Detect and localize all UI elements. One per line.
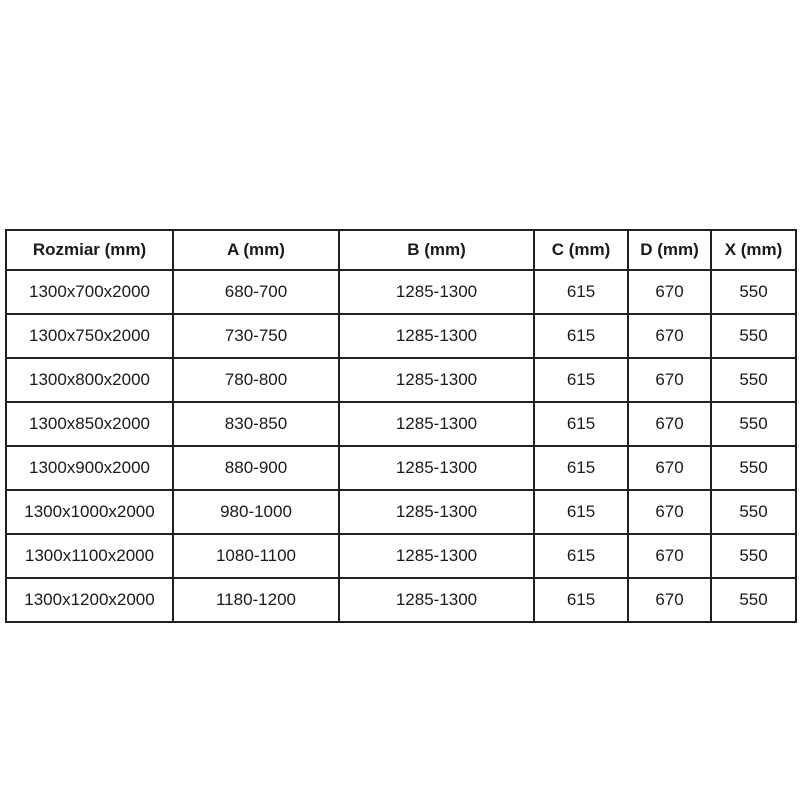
cell-b: 1285-1300 bbox=[338, 313, 535, 359]
cell-b: 1285-1300 bbox=[338, 357, 535, 403]
table-row: 1300x700x2000 680-700 1285-1300 615 670 550 bbox=[5, 269, 797, 315]
cell-d: 670 bbox=[627, 533, 712, 579]
cell-d: 670 bbox=[627, 269, 712, 315]
cell-rozmiar: 1300x1200x2000 bbox=[5, 577, 174, 623]
column-header-a: A (mm) bbox=[172, 229, 340, 271]
cell-x: 550 bbox=[710, 489, 797, 535]
cell-a: 880-900 bbox=[172, 445, 340, 491]
cell-d: 670 bbox=[627, 445, 712, 491]
cell-d: 670 bbox=[627, 357, 712, 403]
cell-c: 615 bbox=[533, 445, 629, 491]
cell-c: 615 bbox=[533, 269, 629, 315]
specification-table-container: Rozmiar (mm) A (mm) B (mm) C (mm) D (mm) X (m… bbox=[5, 229, 797, 623]
cell-rozmiar: 1300x1100x2000 bbox=[5, 533, 174, 579]
cell-b: 1285-1300 bbox=[338, 269, 535, 315]
cell-c: 615 bbox=[533, 533, 629, 579]
cell-b: 1285-1300 bbox=[338, 577, 535, 623]
cell-x: 550 bbox=[710, 357, 797, 403]
table-row: 1300x1100x2000 1080-1100 1285-1300 615 670 55… bbox=[5, 533, 797, 579]
cell-c: 615 bbox=[533, 313, 629, 359]
table-row: 1300x800x2000 780-800 1285-1300 615 670 550 bbox=[5, 357, 797, 403]
cell-d: 670 bbox=[627, 313, 712, 359]
column-header-rozmiar: Rozmiar (mm) bbox=[5, 229, 174, 271]
cell-x: 550 bbox=[710, 269, 797, 315]
cell-c: 615 bbox=[533, 489, 629, 535]
cell-b: 1285-1300 bbox=[338, 533, 535, 579]
cell-c: 615 bbox=[533, 577, 629, 623]
table-row: 1300x850x2000 830-850 1285-1300 615 670 550 bbox=[5, 401, 797, 447]
cell-d: 670 bbox=[627, 577, 712, 623]
column-header-c: C (mm) bbox=[533, 229, 629, 271]
cell-a: 1180-1200 bbox=[172, 577, 340, 623]
cell-a: 830-850 bbox=[172, 401, 340, 447]
table-header: Rozmiar (mm) A (mm) B (mm) C (mm) D (mm) X (m… bbox=[5, 229, 797, 271]
cell-x: 550 bbox=[710, 401, 797, 447]
cell-d: 670 bbox=[627, 489, 712, 535]
cell-rozmiar: 1300x800x2000 bbox=[5, 357, 174, 403]
cell-rozmiar: 1300x750x2000 bbox=[5, 313, 174, 359]
cell-x: 550 bbox=[710, 577, 797, 623]
cell-rozmiar: 1300x700x2000 bbox=[5, 269, 174, 315]
cell-b: 1285-1300 bbox=[338, 445, 535, 491]
cell-a: 730-750 bbox=[172, 313, 340, 359]
cell-x: 550 bbox=[710, 313, 797, 359]
table-body: 1300x700x2000 680-700 1285-1300 615 670 550 13… bbox=[5, 269, 797, 623]
table-row: 1300x1200x2000 1180-1200 1285-1300 615 670 55… bbox=[5, 577, 797, 623]
cell-b: 1285-1300 bbox=[338, 489, 535, 535]
column-header-x: X (mm) bbox=[710, 229, 797, 271]
table-row: 1300x900x2000 880-900 1285-1300 615 670 550 bbox=[5, 445, 797, 491]
cell-rozmiar: 1300x900x2000 bbox=[5, 445, 174, 491]
cell-x: 550 bbox=[710, 533, 797, 579]
column-header-d: D (mm) bbox=[627, 229, 712, 271]
cell-a: 1080-1100 bbox=[172, 533, 340, 579]
table-row: 1300x750x2000 730-750 1285-1300 615 670 550 bbox=[5, 313, 797, 359]
cell-rozmiar: 1300x1000x2000 bbox=[5, 489, 174, 535]
cell-a: 680-700 bbox=[172, 269, 340, 315]
cell-rozmiar: 1300x850x2000 bbox=[5, 401, 174, 447]
cell-d: 670 bbox=[627, 401, 712, 447]
cell-b: 1285-1300 bbox=[338, 401, 535, 447]
specification-table: Rozmiar (mm) A (mm) B (mm) C (mm) D (mm) X (m… bbox=[5, 229, 797, 623]
cell-c: 615 bbox=[533, 357, 629, 403]
cell-x: 550 bbox=[710, 445, 797, 491]
column-header-b: B (mm) bbox=[338, 229, 535, 271]
cell-a: 980-1000 bbox=[172, 489, 340, 535]
table-header-row: Rozmiar (mm) A (mm) B (mm) C (mm) D (mm) X (m… bbox=[5, 229, 797, 271]
cell-a: 780-800 bbox=[172, 357, 340, 403]
table-row: 1300x1000x2000 980-1000 1285-1300 615 670 550 bbox=[5, 489, 797, 535]
cell-c: 615 bbox=[533, 401, 629, 447]
